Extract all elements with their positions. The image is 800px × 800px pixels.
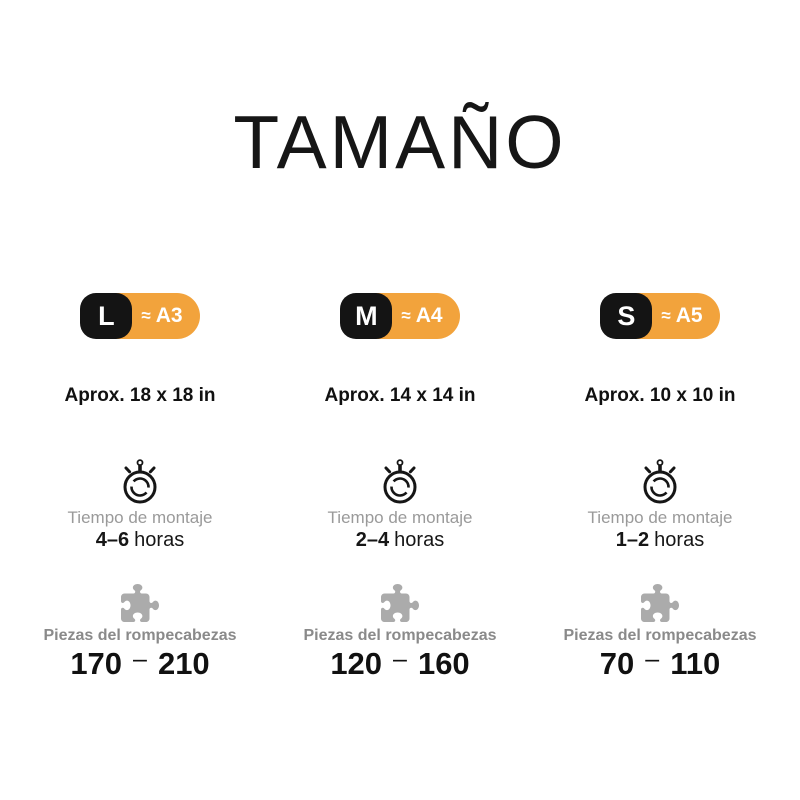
time-range: 4–6 <box>95 529 130 551</box>
assembly-time-value: 1–2 horas <box>616 529 704 551</box>
size-letter: S <box>600 293 653 339</box>
approx-symbol: ≈ <box>661 306 671 325</box>
pieces-range: 70–110 <box>599 645 721 681</box>
assembly-time-label: Tiempo de montaje <box>67 508 213 527</box>
approx-symbol: ≈ <box>401 306 411 325</box>
paper-size: ≈ A3 <box>141 304 182 328</box>
assembly-time-label: Tiempo de montaje <box>327 508 473 527</box>
pieces-max: 110 <box>670 646 721 681</box>
paper-size-label: A5 <box>675 304 703 327</box>
size-badge: M ≈ A4 <box>340 293 460 339</box>
paper-size: ≈ A5 <box>661 304 702 328</box>
pieces-min: 120 <box>330 646 383 681</box>
size-columns: L ≈ A3 Aprox. 18 x 18 in Tiempo de monta… <box>0 293 800 681</box>
approx-dimensions: Aprox. 14 x 14 in <box>324 385 476 406</box>
pieces-max: 160 <box>417 646 470 681</box>
pieces-dash: – <box>133 645 147 673</box>
assembly-time-label: Tiempo de montaje <box>587 508 733 527</box>
time-unit: horas <box>654 529 705 551</box>
puzzle-piece-icon <box>641 584 679 622</box>
pieces-dash: – <box>645 645 660 673</box>
size-column-small: S ≈ A5 Aprox. 10 x 10 in Tiempo de monta… <box>530 293 790 681</box>
pieces-dash: – <box>393 645 407 673</box>
pieces-label: Piezas del rompecabezas <box>563 627 757 644</box>
page-title: TAMAÑO <box>233 100 567 184</box>
assembly-time-value: 4–6 horas <box>96 529 184 551</box>
size-letter: M <box>340 293 393 339</box>
stopwatch-icon <box>123 459 157 504</box>
pieces-range: 170–210 <box>70 645 210 681</box>
pieces-range: 120–160 <box>330 645 470 681</box>
puzzle-piece-icon <box>121 584 159 622</box>
time-range: 2–4 <box>355 529 390 551</box>
stopwatch-icon <box>643 459 677 504</box>
size-badge: L ≈ A3 <box>80 293 200 339</box>
puzzle-piece-icon <box>381 584 419 622</box>
stopwatch-icon <box>383 459 417 504</box>
size-column-large: L ≈ A3 Aprox. 18 x 18 in Tiempo de monta… <box>10 293 270 681</box>
paper-size-label: A4 <box>415 304 443 327</box>
approx-dimensions: Aprox. 10 x 10 in <box>584 385 736 406</box>
approx-dimensions: Aprox. 18 x 18 in <box>64 385 216 406</box>
paper-size: ≈ A4 <box>401 304 442 328</box>
size-column-medium: M ≈ A4 Aprox. 14 x 14 in Tiempo de monta… <box>270 293 530 681</box>
size-letter: L <box>80 293 133 339</box>
time-unit: horas <box>134 529 185 551</box>
size-badge: S ≈ A5 <box>600 293 720 339</box>
assembly-time-value: 2–4 horas <box>356 529 444 551</box>
approx-symbol: ≈ <box>141 306 151 325</box>
time-unit: horas <box>394 529 445 551</box>
pieces-max: 210 <box>157 646 210 681</box>
pieces-min: 170 <box>70 646 123 681</box>
time-range: 1–2 <box>615 529 650 551</box>
pieces-label: Piezas del rompecabezas <box>303 627 497 644</box>
paper-size-label: A3 <box>155 304 183 327</box>
pieces-min: 70 <box>599 646 635 681</box>
pieces-label: Piezas del rompecabezas <box>43 627 237 644</box>
